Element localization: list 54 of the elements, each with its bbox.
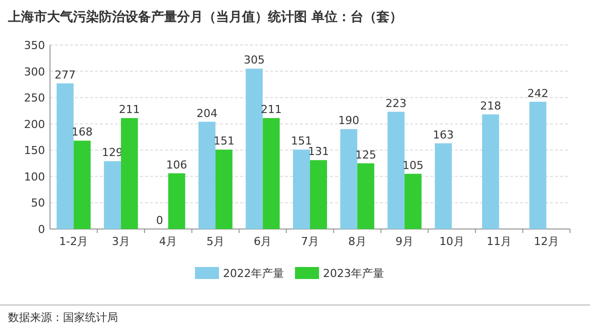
y-tick-label: 200 [24,118,45,131]
x-tick-label: 7月 [301,235,319,248]
bar [529,102,546,229]
x-tick-label: 9月 [396,235,414,248]
legend-label: 2022年产量 [223,267,284,280]
y-tick-label: 300 [24,65,45,78]
bar [340,129,358,229]
x-tick-label: 5月 [206,235,224,248]
y-tick-label: 250 [24,92,45,105]
source-note: 数据来源：国家统计局 [8,311,118,324]
data-label: 131 [308,145,329,158]
data-label: 204 [196,106,218,120]
y-tick-label: 150 [24,144,45,158]
y-tick-label: 0 [38,223,45,236]
bar [310,160,327,229]
bar [246,68,263,229]
bar [56,83,74,229]
data-label: 211 [118,103,140,116]
data-label: 0 [156,214,164,227]
y-tick-label: 350 [24,39,45,52]
data-label: 305 [244,54,265,67]
y-tick-label: 100 [24,170,45,184]
bar [434,143,452,229]
x-tick-label: 6月 [254,235,272,248]
bar [388,112,405,229]
data-label: 151 [291,134,312,148]
data-label: 277 [54,68,76,82]
legend-label: 2023年产量 [323,267,384,280]
bar [482,114,500,229]
bar [168,173,186,229]
x-tick-label: 3月 [112,235,130,248]
x-tick-label: 8月 [348,235,366,248]
bar [215,150,232,229]
data-label: 106 [166,158,188,172]
x-tick-label: 12月 [534,235,559,248]
x-tick-label: 4月 [159,235,178,248]
bar [104,161,121,229]
data-label: 218 [480,99,502,112]
data-label: 163 [432,128,454,142]
data-label: 223 [386,96,407,110]
bar [357,163,374,229]
bar [293,150,310,229]
x-tick-label: 1-2月 [59,235,88,248]
x-tick-label: 10月 [439,235,464,248]
data-label: 242 [527,86,548,100]
x-tick-label: 11月 [486,235,512,248]
bar [120,118,138,229]
chart-title: 上海市大气污染防治设备产量分月（当月值）统计图 单位：台（套） [7,9,403,25]
bar [198,122,216,229]
bar [74,140,91,229]
y-tick-label: 50 [31,196,45,210]
bar [262,118,280,229]
data-label: 190 [338,114,360,128]
bar [404,174,422,229]
